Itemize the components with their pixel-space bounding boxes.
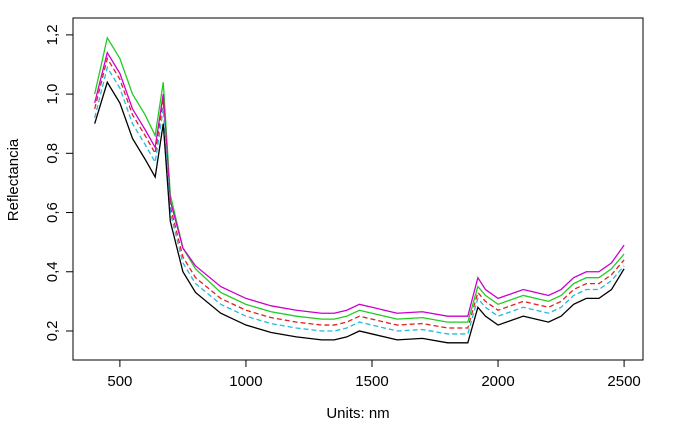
x-tick-label: 2500 xyxy=(607,373,640,390)
x-axis-label: Units: nm xyxy=(326,405,389,422)
spectrum-line xyxy=(94,65,625,335)
plot-frame xyxy=(72,17,644,361)
y-tick-label: 1,0 xyxy=(44,84,61,105)
x-tick-label: 2000 xyxy=(481,373,514,390)
x-tick-label: 1000 xyxy=(229,373,262,390)
x-tick-label: 500 xyxy=(107,373,132,390)
y-tick-label: 0,8 xyxy=(44,143,61,164)
y-axis-label: Reflectancia xyxy=(5,138,22,221)
spectrum-line xyxy=(94,36,625,323)
x-tick-label: 1500 xyxy=(355,373,388,390)
spectrum-line xyxy=(94,50,625,317)
y-tick-label: 0,4 xyxy=(44,261,61,282)
spectrum-line xyxy=(94,80,625,344)
y-tick-label: 0,2 xyxy=(44,321,61,342)
y-tick-label: 0,6 xyxy=(44,202,61,223)
y-tick-label: 1,2 xyxy=(44,24,61,45)
spectrum-line xyxy=(94,56,625,329)
